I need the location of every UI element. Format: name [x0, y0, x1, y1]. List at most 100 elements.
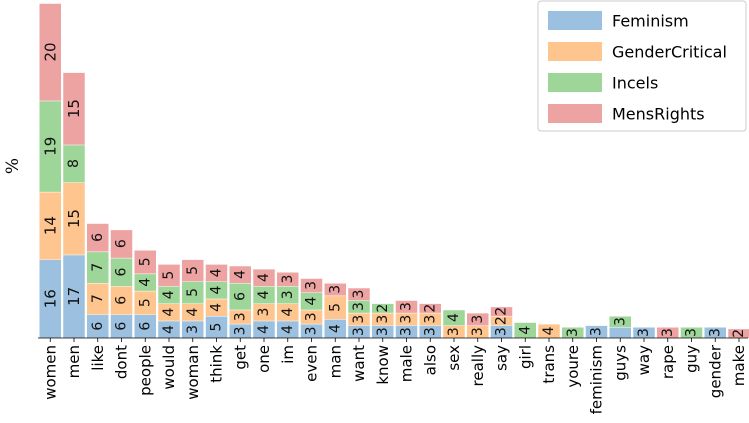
legend-swatch-feminism — [548, 11, 602, 30]
data-label-dont-gendercritical: 6 — [114, 296, 130, 305]
bar-feminism-feminism — [585, 325, 608, 338]
data-label-women-incels: 19 — [41, 137, 59, 156]
bar-men-mensrights — [63, 72, 85, 145]
bar-girl-incels — [514, 322, 536, 338]
x-tick-label-youre: youre — [564, 345, 582, 388]
bar-really-mensrights — [467, 312, 489, 326]
bar-get-incels — [229, 283, 251, 310]
x-tick-label-think: think — [208, 345, 226, 383]
bar-think-mensrights — [205, 264, 228, 282]
data-label-dont-feminism: 6 — [114, 322, 130, 331]
data-label-dont-incels: 6 — [114, 267, 130, 276]
bar-like-gendercritical — [87, 283, 109, 315]
data-label-gender-feminism: 3 — [707, 328, 723, 337]
legend-swatch-gendercritical — [548, 42, 602, 61]
bar-dont-gendercritical — [110, 286, 133, 315]
data-label-one-incels: 4 — [256, 290, 272, 299]
bar-woman-gendercritical — [182, 303, 204, 321]
data-label-like-gendercritical: 7 — [90, 294, 106, 303]
bar-women-incels — [39, 100, 61, 192]
data-label-men-incels: 8 — [66, 159, 82, 168]
data-label-women-mensrights: 20 — [41, 42, 59, 61]
bar-sex-gendercritical — [443, 325, 465, 338]
bar-im-mensrights — [277, 272, 299, 287]
data-label-also-gendercritical: 3 — [422, 315, 438, 324]
data-label-know-gendercritical: 3 — [375, 315, 391, 324]
legend-label-feminism: Feminism — [612, 12, 689, 31]
bar-im-feminism — [277, 320, 299, 338]
bar-guy-incels — [680, 327, 703, 338]
bar-way-feminism — [633, 327, 655, 338]
x-tick-label-even: even — [303, 345, 321, 382]
x-tick-label-woman: woman — [184, 345, 202, 400]
data-label-even-mensrights: 3 — [304, 281, 320, 290]
bar-man-mensrights — [324, 283, 346, 296]
data-label-trans-gendercritical: 4 — [541, 326, 557, 335]
data-label-like-feminism: 6 — [90, 322, 106, 331]
bar-even-mensrights — [300, 278, 323, 293]
data-label-im-feminism: 4 — [280, 325, 296, 334]
bar-want-mensrights — [348, 287, 370, 301]
x-tick-label-like: like — [89, 345, 107, 371]
bar-would-gendercritical — [158, 303, 180, 321]
bar-really-gendercritical — [467, 325, 489, 338]
data-label-male-mensrights: 3 — [399, 302, 415, 311]
data-label-woman-gendercritical: 4 — [185, 308, 201, 317]
bar-men-feminism — [63, 254, 85, 338]
bar-people-feminism — [134, 314, 156, 338]
data-label-male-gendercritical: 3 — [399, 315, 415, 324]
bar-trans-gendercritical — [538, 323, 560, 338]
bar-want-incels — [348, 300, 370, 313]
data-label-even-incels: 4 — [304, 297, 320, 306]
bar-also-mensrights — [419, 303, 441, 313]
data-label-one-gendercritical: 3 — [256, 308, 272, 317]
bar-dont-feminism — [110, 314, 133, 338]
bar-people-incels — [134, 273, 156, 291]
bar-men-gendercritical — [63, 182, 85, 255]
data-label-think-incels: 4 — [209, 286, 225, 295]
data-label-man-mensrights: 3 — [327, 285, 343, 294]
bar-think-feminism — [205, 316, 228, 338]
x-tick-label-guy: guy — [683, 345, 701, 373]
data-label-men-feminism: 17 — [65, 287, 83, 306]
bar-would-mensrights — [158, 264, 180, 287]
x-tick-label-dont: dont — [113, 345, 131, 379]
bar-think-gendercritical — [205, 298, 228, 316]
legend: Feminism GenderCritical Incels MensRights — [537, 0, 747, 132]
data-label-also-feminism: 3 — [422, 327, 438, 336]
data-label-man-gendercritical: 5 — [327, 303, 343, 312]
x-tick-label-men: men — [65, 345, 83, 378]
data-label-im-gendercritical: 4 — [280, 308, 296, 317]
data-label-one-feminism: 4 — [256, 325, 272, 334]
bar-man-gendercritical — [324, 295, 346, 320]
bar-even-incels — [300, 292, 323, 310]
data-label-sex-incels: 4 — [446, 313, 462, 322]
data-label-want-gendercritical: 3 — [351, 315, 367, 324]
data-label-think-gendercritical: 4 — [209, 303, 225, 312]
data-label-women-gendercritical: 14 — [41, 216, 59, 235]
data-label-men-gendercritical: 15 — [65, 209, 83, 228]
data-label-im-incels: 3 — [280, 290, 296, 299]
y-axis-label: % — [3, 158, 23, 174]
x-tick-label-sex: sex — [445, 345, 463, 371]
data-label-guy-incels: 3 — [684, 328, 700, 337]
data-label-male-feminism: 3 — [399, 327, 415, 336]
data-label-guys-incels: 3 — [612, 317, 628, 326]
bar-get-gendercritical — [229, 309, 251, 324]
bar-say-feminism — [490, 325, 513, 338]
data-label-get-feminism: 3 — [232, 326, 248, 335]
bar-woman-mensrights — [182, 259, 204, 282]
x-tick-label-women: women — [41, 345, 59, 400]
bar-know-feminism — [372, 325, 394, 338]
data-label-know-incels: 2 — [375, 304, 391, 313]
x-tick-label-want: want — [350, 345, 368, 382]
data-label-people-gendercritical: 5 — [137, 298, 153, 307]
data-label-youre-incels: 3 — [565, 328, 581, 337]
bar-would-feminism — [158, 320, 180, 338]
data-label-would-gendercritical: 4 — [161, 308, 177, 317]
x-tick-label-way: way — [635, 345, 653, 375]
data-label-say-feminism: 3 — [494, 327, 510, 336]
bar-know-incels — [372, 303, 394, 313]
bar-even-feminism — [300, 323, 323, 338]
